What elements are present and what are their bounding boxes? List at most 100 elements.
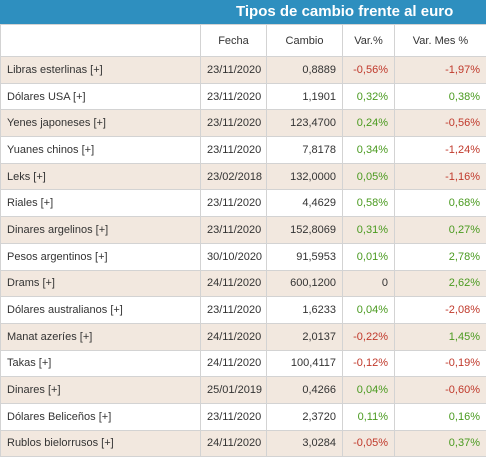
rate-value: 132,0000 bbox=[266, 162, 343, 191]
currency-name-link[interactable]: Dinares [+] bbox=[0, 376, 201, 404]
rate-date: 23/11/2020 bbox=[200, 296, 267, 324]
currency-name-link[interactable]: Drams [+] bbox=[0, 269, 201, 298]
daily-variation: 0,04% bbox=[342, 296, 395, 324]
rate-value: 0,8889 bbox=[266, 56, 343, 84]
rate-value: 91,5953 bbox=[266, 242, 343, 271]
widget-title: Tipos de cambio frente al euro bbox=[236, 3, 454, 20]
rate-date: 24/11/2020 bbox=[200, 349, 267, 378]
rate-value: 1,1901 bbox=[266, 82, 343, 111]
monthly-variation: -2,08% bbox=[394, 296, 486, 324]
rate-value: 2,3720 bbox=[266, 402, 343, 431]
rate-date: 30/10/2020 bbox=[200, 242, 267, 271]
daily-variation: 0,04% bbox=[342, 376, 395, 404]
monthly-variation: -1,16% bbox=[394, 162, 486, 191]
currency-name-link[interactable]: Yenes japoneses [+] bbox=[0, 109, 201, 138]
rate-value: 600,1200 bbox=[266, 269, 343, 298]
table-row: Leks [+] 23/02/2018 132,0000 0,05% -1,16% bbox=[0, 162, 486, 191]
table-row: Manat azeríes [+] 24/11/2020 2,0137 -0,22% 1… bbox=[0, 322, 486, 351]
rate-date: 25/01/2019 bbox=[200, 376, 267, 404]
rate-date: 23/11/2020 bbox=[200, 402, 267, 431]
monthly-variation: 1,45% bbox=[394, 322, 486, 351]
rate-value: 1,6233 bbox=[266, 296, 343, 324]
monthly-variation: 2,62% bbox=[394, 269, 486, 298]
currency-name-link[interactable]: Yuanes chinos [+] bbox=[0, 136, 201, 164]
monthly-variation: 2,78% bbox=[394, 242, 486, 271]
table-row: Rublos bielorrusos [+] 24/11/2020 3,0284 -0… bbox=[0, 429, 486, 458]
rate-date: 23/11/2020 bbox=[200, 109, 267, 138]
monthly-variation: -0,60% bbox=[394, 376, 486, 404]
table-row: Dólares Beliceños [+] 23/11/2020 2,3720 0,1… bbox=[0, 402, 486, 431]
monthly-variation: 0,68% bbox=[394, 189, 486, 218]
rate-date: 24/11/2020 bbox=[200, 429, 267, 458]
monthly-variation: 0,16% bbox=[394, 402, 486, 431]
currency-name-link[interactable]: Dólares USA [+] bbox=[0, 82, 201, 111]
monthly-variation: -0,56% bbox=[394, 109, 486, 138]
daily-variation: -0,12% bbox=[342, 349, 395, 378]
table-row: Takas [+] 24/11/2020 100,4117 -0,12% -0,19% bbox=[0, 349, 486, 378]
currency-name-link[interactable]: Pesos argentinos [+] bbox=[0, 242, 201, 271]
rate-value: 2,0137 bbox=[266, 322, 343, 351]
daily-variation: 0,05% bbox=[342, 162, 395, 191]
rate-date: 23/11/2020 bbox=[200, 189, 267, 218]
rate-date: 23/02/2018 bbox=[200, 162, 267, 191]
header-date: Fecha bbox=[200, 24, 267, 57]
monthly-variation: 0,27% bbox=[394, 216, 486, 244]
daily-variation: -0,05% bbox=[342, 429, 395, 458]
currency-name-link[interactable]: Dólares Beliceños [+] bbox=[0, 402, 201, 431]
currency-name-link[interactable]: Manat azeríes [+] bbox=[0, 322, 201, 351]
daily-variation: -0,22% bbox=[342, 322, 395, 351]
header-rate: Cambio bbox=[266, 24, 343, 57]
header-month-variation: Var. Mes % bbox=[394, 24, 486, 57]
monthly-variation: 0,37% bbox=[394, 429, 486, 458]
rate-date: 23/11/2020 bbox=[200, 136, 267, 164]
rate-value: 3,0284 bbox=[266, 429, 343, 458]
rate-date: 24/11/2020 bbox=[200, 269, 267, 298]
table-row: Libras esterlinas [+] 23/11/2020 0,8889 -0,… bbox=[0, 56, 486, 84]
rate-value: 100,4117 bbox=[266, 349, 343, 378]
table-header-row: Fecha Cambio Var.% Var. Mes % bbox=[0, 24, 486, 57]
rate-value: 123,4700 bbox=[266, 109, 343, 138]
header-variation: Var.% bbox=[342, 24, 395, 57]
currency-name-link[interactable]: Riales [+] bbox=[0, 189, 201, 218]
daily-variation: 0,01% bbox=[342, 242, 395, 271]
table-row: Yenes japoneses [+] 23/11/2020 123,4700 0,2… bbox=[0, 109, 486, 138]
rate-value: 4,4629 bbox=[266, 189, 343, 218]
table-row: Dólares USA [+] 23/11/2020 1,1901 0,32% 0,38… bbox=[0, 82, 486, 111]
table-row: Riales [+] 23/11/2020 4,4629 0,58% 0,68% bbox=[0, 189, 486, 218]
rate-value: 152,8069 bbox=[266, 216, 343, 244]
daily-variation: 0,11% bbox=[342, 402, 395, 431]
header-currency bbox=[0, 24, 201, 57]
daily-variation: 0,32% bbox=[342, 82, 395, 111]
rate-date: 23/11/2020 bbox=[200, 216, 267, 244]
rate-date: 23/11/2020 bbox=[200, 56, 267, 84]
daily-variation: -0,56% bbox=[342, 56, 395, 84]
monthly-variation: 0,38% bbox=[394, 82, 486, 111]
daily-variation: 0,34% bbox=[342, 136, 395, 164]
table-body: Libras esterlinas [+] 23/11/2020 0,8889 -0,… bbox=[0, 56, 486, 458]
title-bar: Tipos de cambio frente al euro bbox=[0, 0, 486, 24]
monthly-variation: -1,24% bbox=[394, 136, 486, 164]
currency-name-link[interactable]: Leks [+] bbox=[0, 162, 201, 191]
currency-name-link[interactable]: Dólares australianos [+] bbox=[0, 296, 201, 324]
daily-variation: 0 bbox=[342, 269, 395, 298]
rate-value: 0,4266 bbox=[266, 376, 343, 404]
table-row: Yuanes chinos [+] 23/11/2020 7,8178 0,34% -1… bbox=[0, 136, 486, 164]
currency-name-link[interactable]: Libras esterlinas [+] bbox=[0, 56, 201, 84]
currency-name-link[interactable]: Takas [+] bbox=[0, 349, 201, 378]
table-row: Dólares australianos [+] 23/11/2020 1,6233… bbox=[0, 296, 486, 324]
currency-name-link[interactable]: Dinares argelinos [+] bbox=[0, 216, 201, 244]
monthly-variation: -1,97% bbox=[394, 56, 486, 84]
rate-date: 24/11/2020 bbox=[200, 322, 267, 351]
daily-variation: 0,58% bbox=[342, 189, 395, 218]
currency-name-link[interactable]: Rublos bielorrusos [+] bbox=[0, 429, 201, 458]
daily-variation: 0,31% bbox=[342, 216, 395, 244]
table-row: Pesos argentinos [+] 30/10/2020 91,5953 0,0… bbox=[0, 242, 486, 271]
table-row: Dinares [+] 25/01/2019 0,4266 0,04% -0,60% bbox=[0, 376, 486, 404]
rate-value: 7,8178 bbox=[266, 136, 343, 164]
exchange-rates-table: Fecha Cambio Var.% Var. Mes % Libras est… bbox=[0, 24, 486, 458]
daily-variation: 0,24% bbox=[342, 109, 395, 138]
table-row: Drams [+] 24/11/2020 600,1200 0 2,62% bbox=[0, 269, 486, 298]
rate-date: 23/11/2020 bbox=[200, 82, 267, 111]
table-row: Dinares argelinos [+] 23/11/2020 152,8069 0… bbox=[0, 216, 486, 244]
